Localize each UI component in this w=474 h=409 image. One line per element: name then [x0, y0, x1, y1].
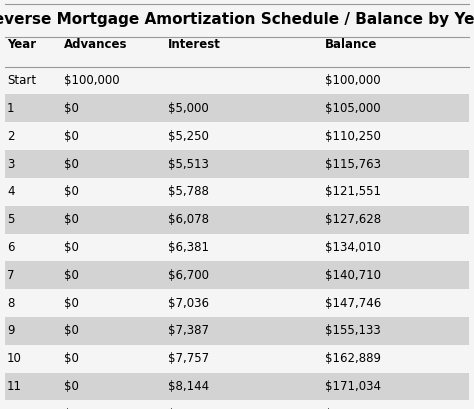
Text: 7: 7	[7, 269, 15, 282]
Text: $110,250: $110,250	[325, 130, 381, 143]
Text: $0: $0	[64, 130, 79, 143]
Text: $105,000: $105,000	[325, 102, 380, 115]
Text: Interest: Interest	[168, 38, 221, 51]
Text: $0: $0	[64, 157, 79, 171]
Text: $0: $0	[64, 380, 79, 393]
Text: $134,010: $134,010	[325, 241, 381, 254]
Text: Year: Year	[7, 38, 36, 51]
Text: $162,889: $162,889	[325, 352, 381, 365]
Text: 10: 10	[7, 352, 22, 365]
Text: $0: $0	[64, 352, 79, 365]
Text: $0: $0	[64, 324, 79, 337]
Text: $8,144: $8,144	[168, 380, 210, 393]
Text: $0: $0	[64, 185, 79, 198]
Text: $6,381: $6,381	[168, 241, 209, 254]
Text: $7,036: $7,036	[168, 297, 209, 310]
Text: $5,250: $5,250	[168, 130, 209, 143]
Text: 4: 4	[7, 185, 15, 198]
Text: $179,586: $179,586	[325, 408, 381, 409]
Text: $115,763: $115,763	[325, 157, 381, 171]
Text: $8,552: $8,552	[168, 408, 209, 409]
Text: $7,757: $7,757	[168, 352, 210, 365]
Text: $171,034: $171,034	[325, 380, 381, 393]
Text: $6,078: $6,078	[168, 213, 209, 226]
Text: 1: 1	[7, 102, 15, 115]
Text: $5,000: $5,000	[168, 102, 209, 115]
Text: $121,551: $121,551	[325, 185, 381, 198]
Text: $0: $0	[64, 408, 79, 409]
Text: Advances: Advances	[64, 38, 128, 51]
Text: $7,387: $7,387	[168, 324, 209, 337]
Text: $0: $0	[64, 297, 79, 310]
Text: $0: $0	[64, 269, 79, 282]
Text: 11: 11	[7, 380, 22, 393]
Text: $0: $0	[64, 241, 79, 254]
Text: 9: 9	[7, 324, 15, 337]
Text: $0: $0	[64, 102, 79, 115]
Text: $147,746: $147,746	[325, 297, 381, 310]
Text: $100,000: $100,000	[325, 74, 380, 87]
Text: 6: 6	[7, 241, 15, 254]
Text: $155,133: $155,133	[325, 324, 381, 337]
Text: 12: 12	[7, 408, 22, 409]
Text: 5: 5	[7, 213, 15, 226]
Text: $100,000: $100,000	[64, 74, 119, 87]
Text: $6,700: $6,700	[168, 269, 209, 282]
Text: Balance: Balance	[325, 38, 377, 51]
Text: Reverse Mortgage Amortization Schedule / Balance by Year: Reverse Mortgage Amortization Schedule /…	[0, 12, 474, 27]
Text: $140,710: $140,710	[325, 269, 381, 282]
Text: $5,788: $5,788	[168, 185, 209, 198]
Text: 2: 2	[7, 130, 15, 143]
Text: $5,513: $5,513	[168, 157, 209, 171]
Text: Start: Start	[7, 74, 36, 87]
Text: $0: $0	[64, 213, 79, 226]
Text: 8: 8	[7, 297, 15, 310]
Text: 3: 3	[7, 157, 15, 171]
Text: $127,628: $127,628	[325, 213, 381, 226]
